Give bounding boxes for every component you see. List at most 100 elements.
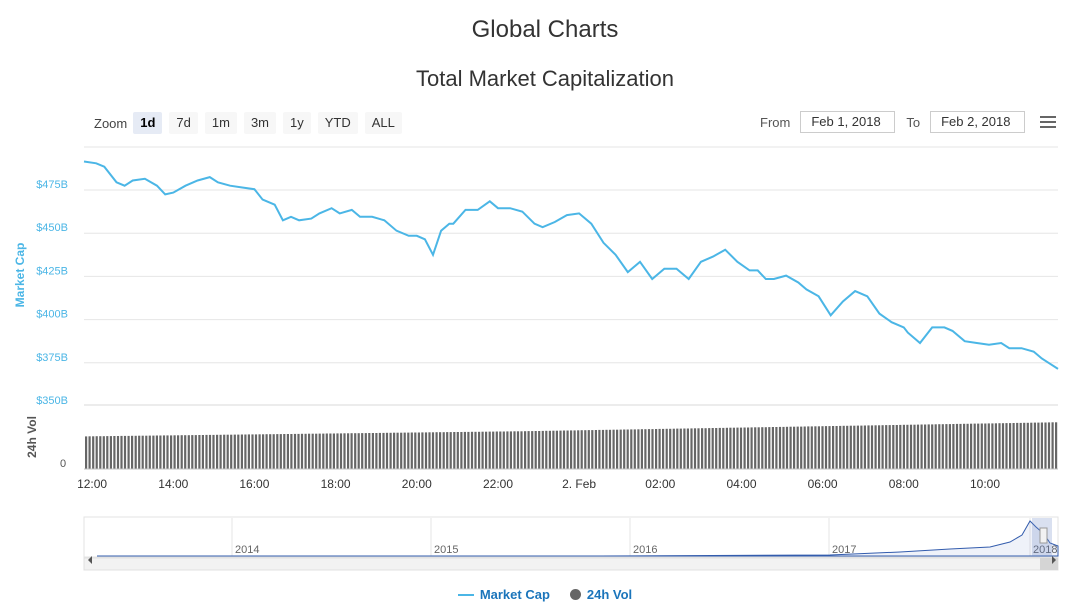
volume-bar (184, 435, 187, 469)
volume-bar (198, 435, 201, 469)
volume-bar (587, 430, 590, 469)
x-tick-label: 2. Feb (562, 477, 596, 491)
volume-bar (973, 423, 976, 469)
volume-bar (909, 424, 913, 469)
volume-bar (902, 424, 905, 469)
scroll-left-icon[interactable] (88, 556, 92, 564)
volume-bar (290, 434, 293, 469)
volume-bar (821, 426, 824, 469)
volume-bar (555, 430, 558, 469)
volume-bar (963, 423, 966, 469)
volume-bar (948, 424, 951, 469)
volume-bar (672, 428, 675, 469)
zoom-all-button[interactable]: ALL (364, 112, 402, 134)
volume-bar (899, 424, 902, 469)
volume-bar (400, 432, 403, 469)
zoom-ytd-button[interactable]: YTD (317, 112, 358, 134)
zoom-3m-button[interactable]: 3m (243, 112, 276, 134)
volume-bar (531, 431, 534, 469)
volume-bar (85, 436, 88, 469)
legend-volume[interactable]: 24h Vol (569, 587, 633, 602)
volume-bar (828, 426, 831, 469)
zoom-controls: Zoom 1d 7d 1m 3m 1y YTD ALL (94, 112, 409, 134)
volume-bar (789, 426, 792, 469)
volume-bar (378, 432, 381, 469)
volume-bar (761, 427, 764, 469)
grid-lines (84, 146, 1058, 364)
y-tick-label: $375B (36, 352, 68, 364)
volume-bar (315, 433, 318, 469)
volume-bar (608, 429, 612, 469)
volume-bar (201, 435, 204, 469)
volume-bar (368, 433, 371, 469)
volume-bar (701, 428, 704, 469)
zoom-1y-button[interactable]: 1y (283, 112, 311, 134)
volume-bar (1040, 422, 1043, 469)
volume-bar (1026, 422, 1029, 469)
volume-bar (247, 434, 250, 469)
volume-bar (1005, 423, 1008, 469)
page-title: Global Charts (471, 16, 619, 43)
volume-bar (747, 427, 750, 469)
volume-bar (814, 426, 817, 469)
volume-bar (552, 430, 555, 469)
to-date-input[interactable]: Feb 2, 2018 (930, 111, 1026, 133)
volume-bar (839, 425, 842, 469)
hamburger-menu-icon[interactable] (1040, 116, 1056, 130)
volume-bar (754, 427, 757, 469)
volume-bar (173, 435, 176, 469)
volume-bar (371, 433, 374, 469)
volume-bar (824, 426, 828, 469)
volume-bar (463, 431, 466, 469)
volume-bar (994, 423, 997, 469)
x-tick-label: 14:00 (158, 477, 188, 491)
volume-bar (361, 433, 364, 469)
volume-bar (1055, 422, 1058, 469)
market-cap-chart: $475B $450B $425B $400B $375B $350B Market Ca… (13, 146, 1059, 571)
navigator-frame (83, 516, 1059, 558)
volume-bar (739, 427, 743, 469)
volume-bar (835, 426, 838, 469)
volume-bar (1009, 423, 1012, 469)
volume-bar (1051, 422, 1054, 469)
volume-bar (265, 434, 268, 469)
volume-bar (431, 432, 435, 469)
x-tick-label: 04:00 (726, 477, 756, 491)
y-tick-label: $425B (36, 265, 68, 277)
volume-bar (347, 433, 350, 469)
volume-bar (870, 425, 874, 469)
navigator-handle[interactable] (1039, 527, 1048, 544)
from-date-input[interactable]: Feb 1, 2018 (800, 111, 896, 133)
volume-bar (612, 429, 615, 469)
volume-bar (251, 434, 254, 469)
volume-bar (467, 431, 470, 469)
volume-bar (853, 425, 856, 469)
volume-bar (998, 423, 1001, 469)
volume-bar (485, 431, 488, 469)
zoom-7d-button[interactable]: 7d (169, 112, 198, 134)
navigator-year-label: 2015 (434, 544, 458, 556)
volume-bar (304, 433, 307, 469)
volume-bar (676, 428, 679, 469)
legend-market-cap[interactable]: Market Cap (457, 587, 550, 602)
volume-bar (219, 434, 222, 469)
scrollbar-track[interactable] (83, 557, 1059, 571)
volume-bar (208, 434, 212, 469)
zoom-1m-button[interactable]: 1m (204, 112, 237, 134)
scroll-right-icon[interactable] (1052, 556, 1056, 564)
volume-bar (693, 428, 697, 469)
zoom-1d-button[interactable]: 1d (133, 112, 163, 134)
legend-volume-label: 24h Vol (586, 587, 633, 602)
navigator[interactable]: 2014 2015 2016 2017 2018 (83, 516, 1059, 571)
volume-bar (729, 427, 732, 469)
y-tick-label: $450B (36, 222, 68, 234)
volume-bar (800, 426, 803, 469)
volume-bar (524, 431, 527, 469)
volume-bar (205, 434, 208, 469)
volume-bar (1012, 423, 1015, 469)
volume-bar (601, 429, 605, 469)
volume-bar (336, 433, 339, 469)
volume-bar (686, 428, 689, 469)
volume-bar (516, 431, 520, 469)
navigator-year-label: 2017 (832, 544, 856, 556)
